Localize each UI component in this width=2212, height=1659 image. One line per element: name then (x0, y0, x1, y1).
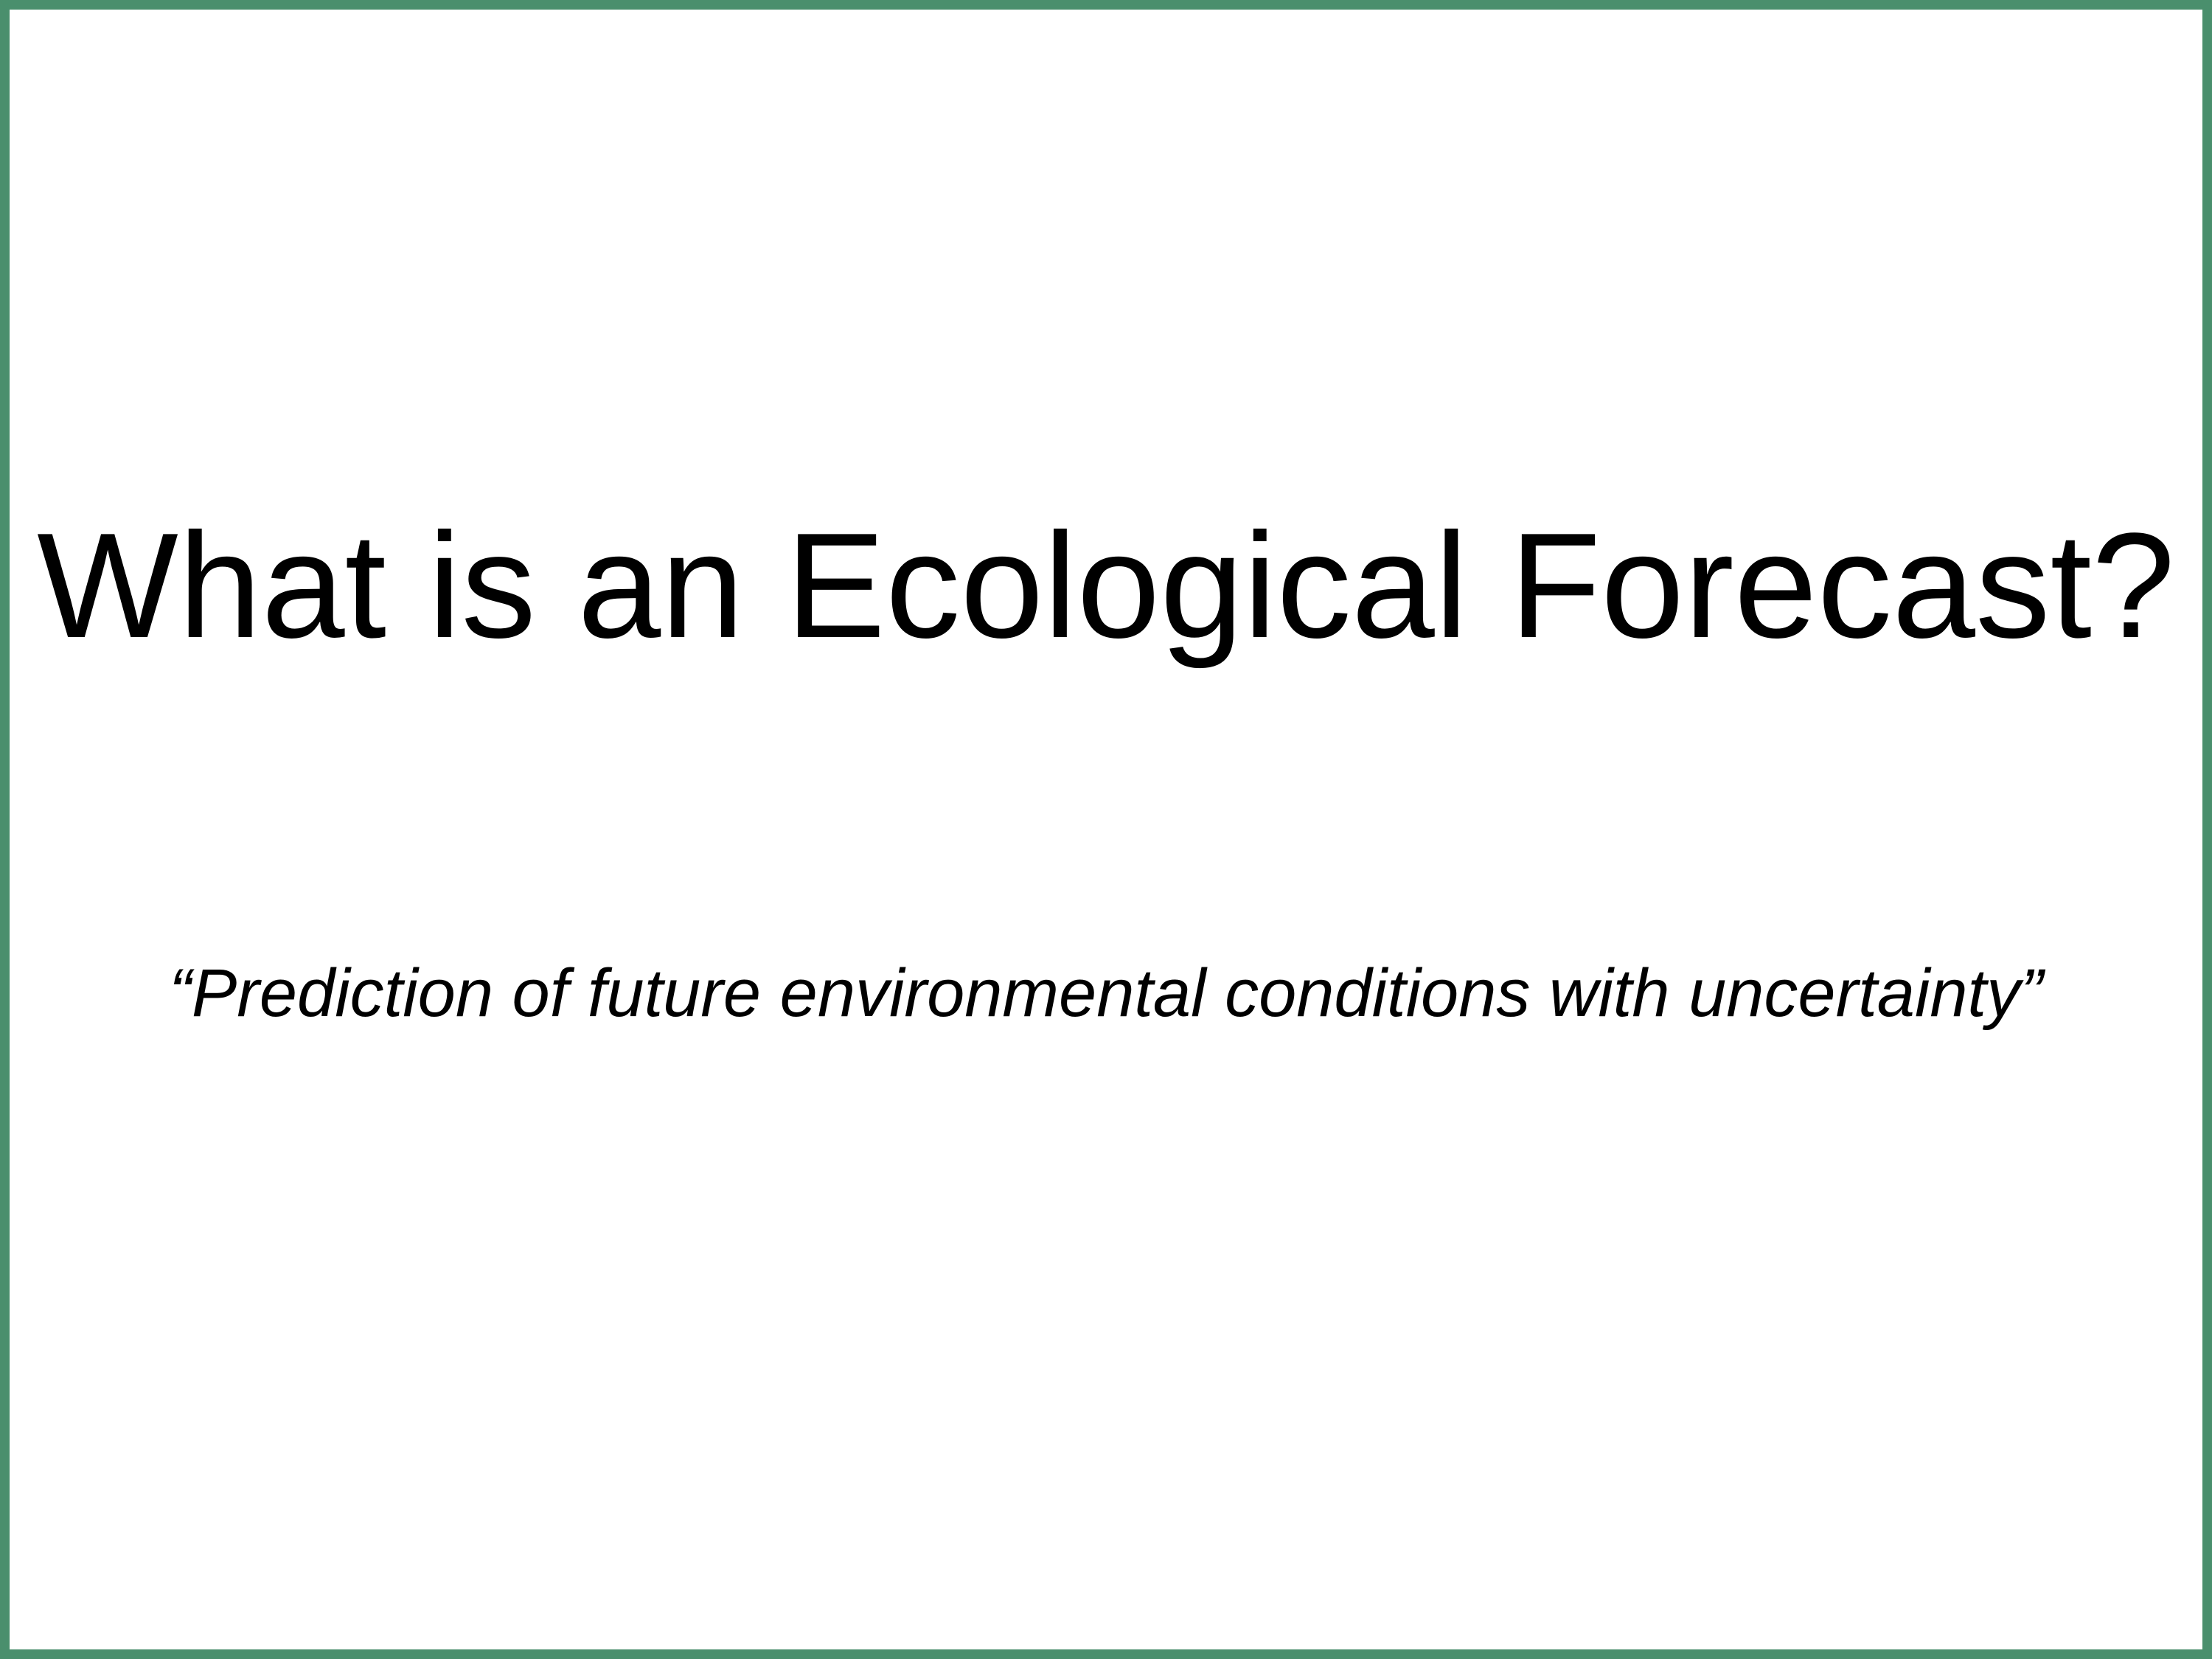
definition-quote: “Prediction of future environmental cond… (169, 956, 2043, 1031)
slide-title: What is an Ecological Forecast? (37, 502, 2175, 669)
